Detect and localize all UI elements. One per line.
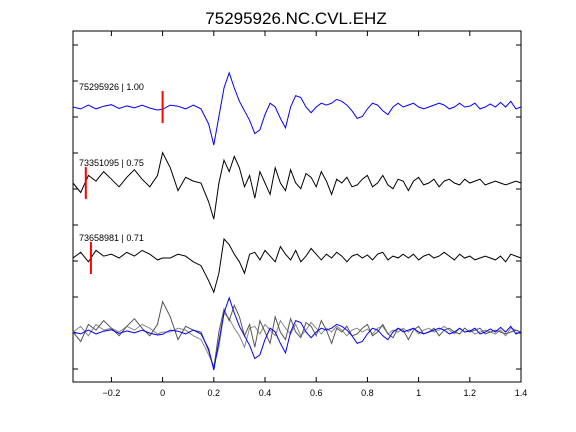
x-tick-label: 0.8 [361,388,374,398]
x-tick-label: −0.2 [103,388,121,398]
overlay-trace-line [72,300,522,369]
x-tick-label: 1.2 [464,388,477,398]
x-tick-label: 1.4 [515,388,528,398]
x-tick-label: 1 [416,388,421,398]
trace-label: 75295926 | 1.00 [79,82,144,92]
axis-ticks: −0.2 0 0.2 0.4 0.6 0.8 1 1.2 1.4 [73,31,527,398]
x-tick-label: 0.4 [259,388,272,398]
overlay-trace-line [72,311,522,368]
chart-title: 75295926.NC.CVL.EHZ [205,9,386,28]
plot-frame [72,30,522,383]
x-tick-label: 0 [160,388,165,398]
trace-line [72,237,522,294]
trace-label: 73351095 | 0.75 [79,158,144,168]
trace-line [72,71,522,146]
trace-label: 73658981 | 0.71 [79,233,144,243]
trace-line [72,151,522,220]
x-tick-label: 0.6 [310,388,323,398]
overlay-group [72,296,522,371]
overlay-trace-line [72,296,522,371]
x-tick-label: 0.2 [208,388,221,398]
trace-group: 75295926 | 1.00 73351095 | 0.75 73658981 |… [72,71,522,294]
